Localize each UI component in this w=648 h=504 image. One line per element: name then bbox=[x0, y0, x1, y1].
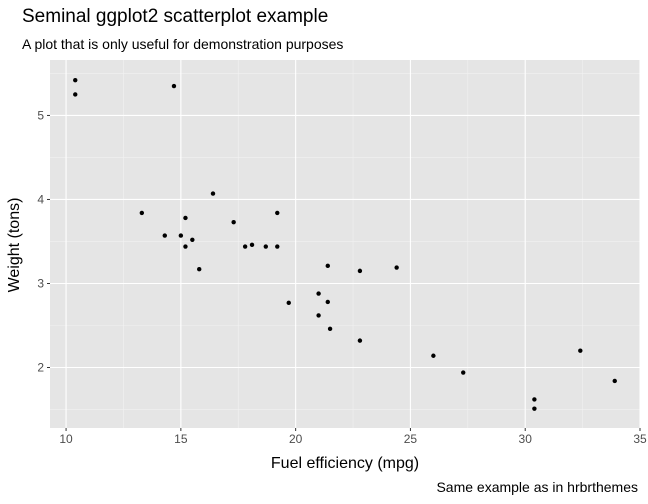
scatter-point bbox=[242, 244, 248, 249]
scatter-point bbox=[612, 378, 617, 384]
y-tick-label: 4 bbox=[37, 192, 44, 206]
scatter-point bbox=[197, 267, 202, 272]
scatter-point bbox=[183, 215, 188, 221]
x-tick-label: 30 bbox=[519, 432, 533, 446]
scatter-point bbox=[325, 299, 330, 305]
x-axis-label: Fuel efficiency (mpg) bbox=[270, 455, 420, 472]
scatter-point bbox=[178, 233, 184, 238]
scatter-point bbox=[431, 353, 436, 358]
scatter-point bbox=[286, 300, 291, 306]
scatter-point bbox=[316, 313, 321, 318]
scatter-point bbox=[171, 83, 177, 89]
axis-ticks bbox=[47, 114, 641, 431]
scatter-point bbox=[275, 210, 280, 216]
scatter-point bbox=[394, 265, 399, 270]
scatter-point bbox=[73, 92, 78, 97]
x-tick-label: 25 bbox=[404, 432, 418, 446]
chart-title: Seminal ggplot2 scatterplot example bbox=[22, 6, 329, 27]
y-tick-label: 3 bbox=[37, 276, 44, 290]
y-tick-label: 5 bbox=[37, 108, 44, 122]
plot-panel bbox=[50, 60, 640, 428]
x-tick-label: 20 bbox=[289, 432, 303, 446]
x-tick-label: 35 bbox=[633, 432, 647, 446]
chart-caption: Same example as in hrbrthemes bbox=[436, 479, 638, 495]
x-tick-label: 10 bbox=[59, 432, 73, 446]
x-tick-label: 15 bbox=[174, 432, 188, 446]
scatter-point bbox=[183, 244, 188, 249]
axis-tick-labels: 10 15 20 25 30 35 2 3 4 5 bbox=[37, 108, 647, 446]
y-axis-label: Weight (tons) bbox=[6, 197, 23, 293]
scatter-point bbox=[231, 219, 236, 225]
scatter-point bbox=[316, 291, 321, 296]
data-points bbox=[73, 77, 617, 411]
scatter-point bbox=[461, 370, 466, 375]
scatter-point bbox=[327, 326, 333, 332]
chart-subtitle: A plot that is only useful for demonstra… bbox=[22, 36, 344, 52]
scatter-point bbox=[73, 77, 78, 83]
scatter-point bbox=[249, 242, 255, 248]
scatter-point bbox=[263, 244, 268, 249]
scatter-point bbox=[139, 210, 145, 216]
minor-gridlines bbox=[50, 60, 640, 428]
scatter-point bbox=[532, 406, 537, 411]
y-tick-label: 2 bbox=[37, 361, 44, 375]
scatter-point bbox=[357, 338, 363, 343]
scatter-point bbox=[275, 244, 280, 249]
scatter-point bbox=[532, 397, 537, 402]
major-gridlines bbox=[50, 60, 641, 428]
scatter-point bbox=[357, 268, 363, 274]
scatter-point bbox=[162, 233, 167, 238]
scatter-point bbox=[578, 348, 583, 353]
scatter-point bbox=[190, 237, 195, 242]
scatter-point bbox=[325, 263, 330, 269]
scatter-point bbox=[210, 191, 216, 196]
